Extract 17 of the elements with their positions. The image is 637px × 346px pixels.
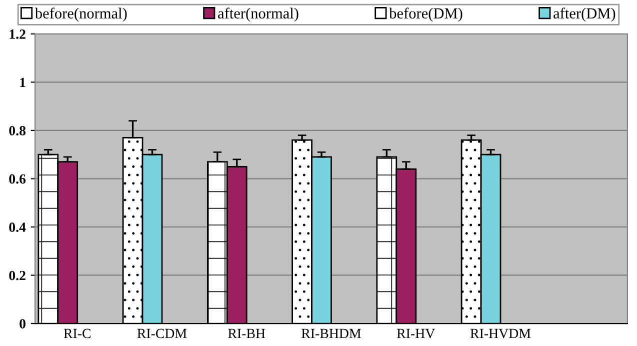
- x-tick-label: RI-HVDM: [470, 328, 531, 338]
- y-tick-label: 0.8: [9, 126, 26, 136]
- y-tick-label: 0.4: [9, 222, 26, 232]
- y-tick-label: 1.2: [10, 30, 26, 39]
- x-tick-label: RI-BHDM: [302, 328, 361, 338]
- x-tick-label: RI-C: [64, 328, 90, 338]
- y-tick-label: 1: [20, 78, 26, 87]
- y-tick-label: 0.2: [9, 270, 26, 280]
- y-tick-label: 0: [20, 319, 26, 328]
- y-tick-label: 0.6: [9, 174, 26, 184]
- x-tick-label: RI-CDM: [137, 328, 187, 338]
- legend-label: after(normal): [218, 8, 298, 22]
- legend-label: before(normal): [34, 8, 127, 22]
- legend-label: before(DM): [389, 8, 462, 22]
- x-tick-label: RI-BH: [228, 328, 266, 338]
- legend-label: after(DM): [554, 8, 616, 22]
- x-tick-label: RI-HV: [396, 328, 435, 338]
